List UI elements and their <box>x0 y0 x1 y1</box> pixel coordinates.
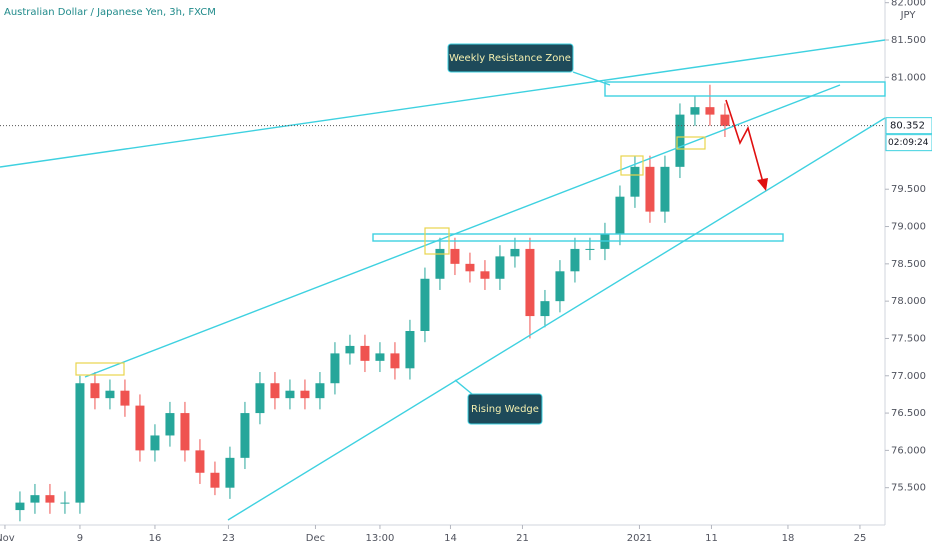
x-tick-label: 9 <box>77 533 83 544</box>
x-tick-label: 13:00 <box>366 533 395 544</box>
candle-body <box>240 413 250 458</box>
candle-body <box>585 248 595 250</box>
x-tick-label: 16 <box>149 533 162 544</box>
x-tick-label: 23 <box>222 533 235 544</box>
candle-body <box>615 196 625 234</box>
candle-body <box>630 166 640 197</box>
x-tick-label: Dec <box>306 533 325 544</box>
forecast-arrow <box>725 99 765 187</box>
candle-body <box>30 495 40 503</box>
candle-body <box>315 383 325 399</box>
candle-body <box>660 166 670 212</box>
candle-body <box>645 166 655 212</box>
candle-body <box>135 405 145 451</box>
candle-body <box>675 114 685 167</box>
candle-body <box>465 263 475 272</box>
x-tick-label: 21 <box>516 533 529 544</box>
last-price-label: 80.352 <box>890 121 925 132</box>
candle-body <box>690 107 700 115</box>
candle-body <box>405 330 415 369</box>
candle-body <box>180 413 190 451</box>
candle-body <box>285 390 295 399</box>
resistance-zone <box>604 81 886 97</box>
candle-body <box>345 345 355 354</box>
callout-pointer <box>572 71 611 86</box>
y-tick-label: 78.500 <box>891 259 926 270</box>
candle-body <box>480 271 490 279</box>
y-tick-label: 75.500 <box>891 483 926 494</box>
x-tick-label: 25 <box>854 533 867 544</box>
highlight-box <box>676 136 706 150</box>
y-tick-label: 76.500 <box>891 408 926 419</box>
callout-box <box>447 43 574 73</box>
candle-body <box>525 248 535 317</box>
candle-body <box>450 248 460 264</box>
callout-pointer <box>454 379 473 395</box>
candle-body <box>705 107 715 115</box>
x-tick-label: 14 <box>444 533 457 544</box>
y-tick-label: 81.000 <box>891 72 926 83</box>
callout-text: Weekly Resistance Zone <box>449 53 571 64</box>
last-price-box <box>885 117 932 135</box>
x-tick-label: 2021 <box>627 533 652 544</box>
candle-body <box>330 353 340 384</box>
y-tick-label: 81.500 <box>891 35 926 46</box>
candle-body <box>165 413 175 436</box>
candle-body <box>360 345 370 361</box>
candle-body <box>570 248 580 272</box>
candle-body <box>300 390 310 399</box>
candle-body <box>255 383 265 414</box>
drawings <box>0 39 886 521</box>
y-tick-label: 79.500 <box>891 184 926 195</box>
trendline <box>0 39 886 168</box>
candle-body <box>555 271 565 302</box>
highlight-box <box>75 362 125 376</box>
candle-body <box>495 256 505 279</box>
candle-body <box>15 502 25 511</box>
x-tick-label: Nov <box>0 533 15 544</box>
chart-title: Australian Dollar / Japanese Yen, 3h, FX… <box>4 7 216 18</box>
currency-label: JPY <box>900 10 917 21</box>
callout-text: Rising Wedge <box>471 404 539 415</box>
candle-body <box>105 390 115 399</box>
candle-body <box>225 457 235 488</box>
x-tick-label: 11 <box>705 533 718 544</box>
candle-body <box>210 472 220 488</box>
candle-body <box>720 114 730 126</box>
highlights <box>75 136 706 376</box>
candle-body <box>270 383 280 399</box>
candle-body <box>90 383 100 399</box>
y-tick-label: 77.500 <box>891 333 926 344</box>
candle-body <box>540 301 550 317</box>
highlight-box <box>424 227 450 255</box>
wedge-upper <box>84 84 841 378</box>
support-zone <box>372 233 784 242</box>
candle-body <box>45 495 55 503</box>
y-tick-label: 82.000 <box>891 0 926 9</box>
candle-body <box>390 353 400 369</box>
candle-body <box>435 248 445 279</box>
candle-body <box>150 435 160 451</box>
candle-body <box>75 383 85 503</box>
wedge-lower <box>227 117 886 521</box>
candle-body <box>510 248 520 257</box>
highlight-box <box>620 155 644 176</box>
y-tick-label: 78.000 <box>891 296 926 307</box>
arrow-head <box>757 178 768 191</box>
candle-body <box>375 353 385 361</box>
callout-box <box>467 393 543 425</box>
y-tick-label: 77.000 <box>891 371 926 382</box>
y-tick-label: 79.000 <box>891 222 926 233</box>
countdown-label: 02:09:24 <box>888 138 929 148</box>
candle-body <box>120 390 130 406</box>
candle-body <box>60 502 70 504</box>
x-tick-label: 18 <box>782 533 795 544</box>
candle-body <box>420 278 430 331</box>
candle-body <box>195 450 205 473</box>
y-tick-label: 76.000 <box>891 445 926 456</box>
countdown-box <box>885 134 932 152</box>
